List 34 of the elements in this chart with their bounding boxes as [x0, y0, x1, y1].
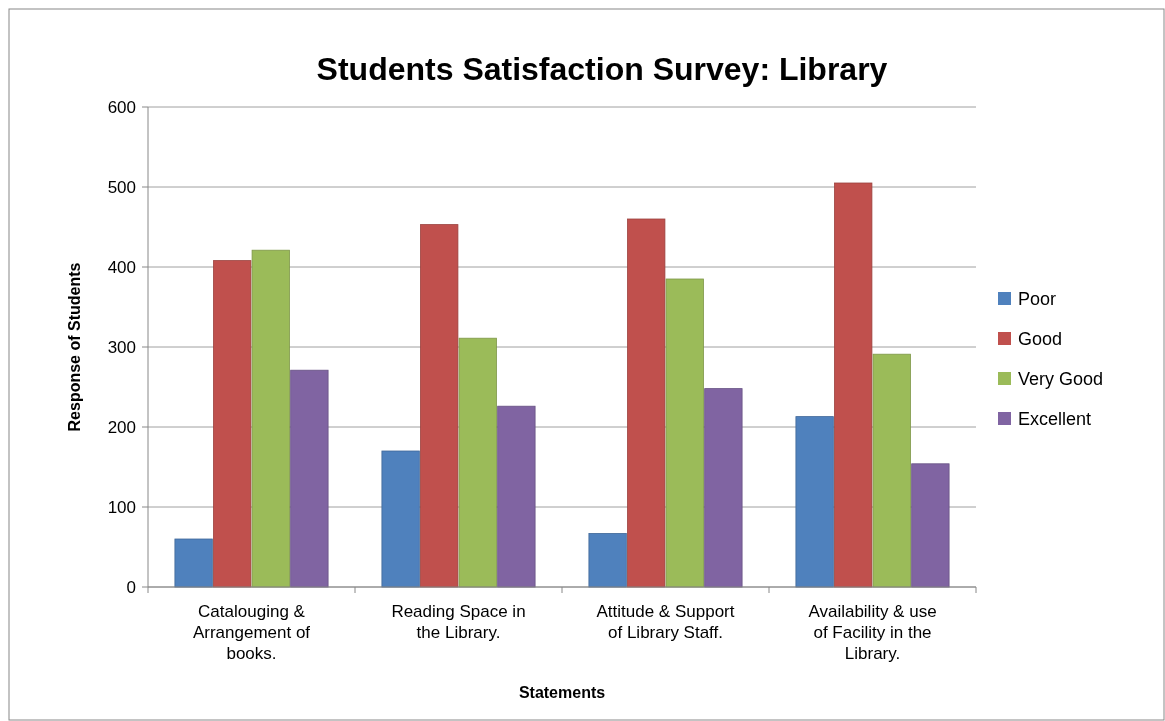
bar — [497, 405, 536, 588]
bar — [588, 533, 627, 588]
y-tick-label: 600 — [107, 97, 136, 117]
legend-label: Poor — [1018, 289, 1057, 310]
bar — [251, 249, 290, 588]
y-tick-label: 200 — [107, 417, 136, 437]
bar — [665, 278, 704, 588]
bar — [213, 260, 252, 588]
bar — [458, 337, 497, 588]
bar — [704, 388, 743, 588]
x-tick-label: Availability & use of Facility in the Library. — [808, 602, 937, 663]
y-tick-label: 300 — [107, 337, 136, 357]
y-tick-label: 100 — [107, 497, 136, 517]
legend-label: Excellent — [1018, 409, 1092, 430]
bar — [795, 416, 834, 588]
bar — [381, 450, 420, 588]
x-axis-title: Statements — [518, 684, 606, 701]
bar — [872, 353, 911, 588]
legend-label: Good — [1018, 329, 1063, 350]
bar — [627, 218, 666, 588]
bar — [174, 538, 213, 588]
x-tick-label: Attitude & Support of Library Staff. — [596, 602, 735, 642]
y-axis-title: Response of Students — [66, 262, 83, 432]
y-tick-label: 500 — [107, 177, 136, 197]
bar — [834, 182, 873, 588]
bar — [911, 463, 950, 588]
x-tick-label: Reading Space in the Library. — [391, 602, 526, 642]
y-tick-label: 0 — [126, 577, 136, 597]
legend-label: Very Good — [1018, 369, 1104, 390]
x-tick-label: Catalouging & Arrangement of books. — [192, 602, 311, 663]
bar — [290, 369, 329, 588]
y-tick-label: 400 — [107, 257, 136, 277]
bar — [420, 224, 459, 588]
chart-title: Students Satisfaction Survey: Library — [316, 51, 888, 87]
